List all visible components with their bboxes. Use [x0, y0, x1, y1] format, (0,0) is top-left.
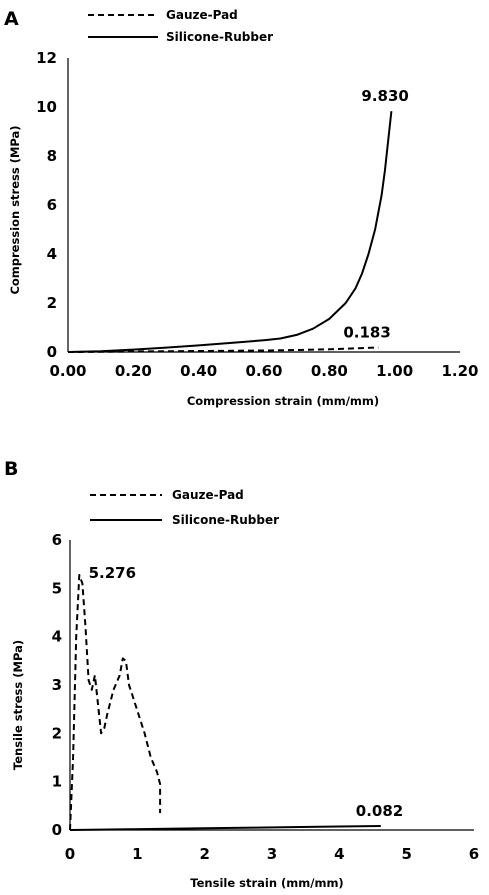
x-tick-label: 2 [199, 845, 209, 863]
y-tick-label: 2 [52, 724, 62, 742]
x-tick-label: 4 [334, 845, 344, 863]
y-tick-label: 6 [47, 196, 57, 214]
x-tick-label: 0.20 [115, 362, 152, 380]
y-tick-label: 4 [52, 628, 62, 646]
data-label: 5.276 [89, 564, 136, 582]
legend-a: Gauze-Pad Silicone-Rubber [88, 8, 273, 44]
y-tick-label: 3 [52, 676, 62, 694]
y-tick-label: 12 [36, 49, 57, 67]
x-tick-label: 0.60 [245, 362, 282, 380]
x-axis-title-a: Compression strain (mm/mm) [187, 394, 379, 408]
x-tick-label: 1 [132, 845, 142, 863]
data-label: 9.830 [361, 87, 408, 105]
x-tick-label: 1.00 [376, 362, 413, 380]
x-tick-label: 0 [65, 845, 75, 863]
y-tick-label: 0 [47, 343, 57, 361]
y-tick-label: 2 [47, 294, 57, 312]
x-tick-label: 0.00 [49, 362, 86, 380]
legend-label: Gauze-Pad [172, 488, 244, 502]
series-line-gauze-pad [67, 346, 379, 353]
annotations-a: 9.830 0.183 [343, 87, 409, 341]
series-line-silicone-rubber [69, 825, 381, 831]
y-tick-label: 1 [52, 773, 62, 791]
legend-b: Gauze-Pad Silicone-Rubber [90, 488, 279, 527]
series-line-gauze-pad [69, 574, 162, 831]
y-tick-label: 10 [36, 98, 57, 116]
legend-label: Silicone-Rubber [166, 30, 273, 44]
x-tick-label: 6 [469, 845, 479, 863]
y-axis-title-a: Compression stress (MPa) [8, 125, 22, 294]
x-tick-label: 1.20 [441, 362, 478, 380]
y-tick-label: 8 [47, 147, 57, 165]
panel-letter-b: B [4, 458, 18, 480]
x-tick-label: 3 [267, 845, 277, 863]
y-tick-label: 0 [52, 821, 62, 839]
x-tick-label: 5 [401, 845, 411, 863]
data-label: 0.183 [343, 324, 390, 342]
x-axis-title-b: Tensile strain (mm/mm) [190, 876, 343, 890]
legend-label: Gauze-Pad [166, 8, 238, 22]
panel-letter-a: A [4, 8, 19, 30]
series-line-silicone-rubber [67, 111, 393, 353]
legend-label: Silicone-Rubber [172, 513, 279, 527]
y-tick-label: 4 [47, 245, 57, 263]
axes-a: 0.00 0.20 0.40 0.60 0.80 1.00 1.20 0 2 4 6 8 10 12 [36, 49, 478, 380]
x-tick-label: 0.40 [180, 362, 217, 380]
x-tick-label: 0.80 [311, 362, 348, 380]
y-tick-label: 6 [52, 531, 62, 549]
series-group-a [67, 111, 393, 353]
y-tick-label: 5 [52, 579, 62, 597]
series-group-b [69, 574, 381, 831]
data-label: 0.082 [356, 802, 403, 820]
chart-panel-b: B Gauze-Pad Silicone-Rubber 0 1 2 3 4 5 6 0 1 2 3 4 5… [4, 458, 479, 890]
y-axis-title-b: Tensile stress (MPa) [11, 640, 25, 770]
annotations-b: 5.276 0.082 [89, 564, 404, 820]
